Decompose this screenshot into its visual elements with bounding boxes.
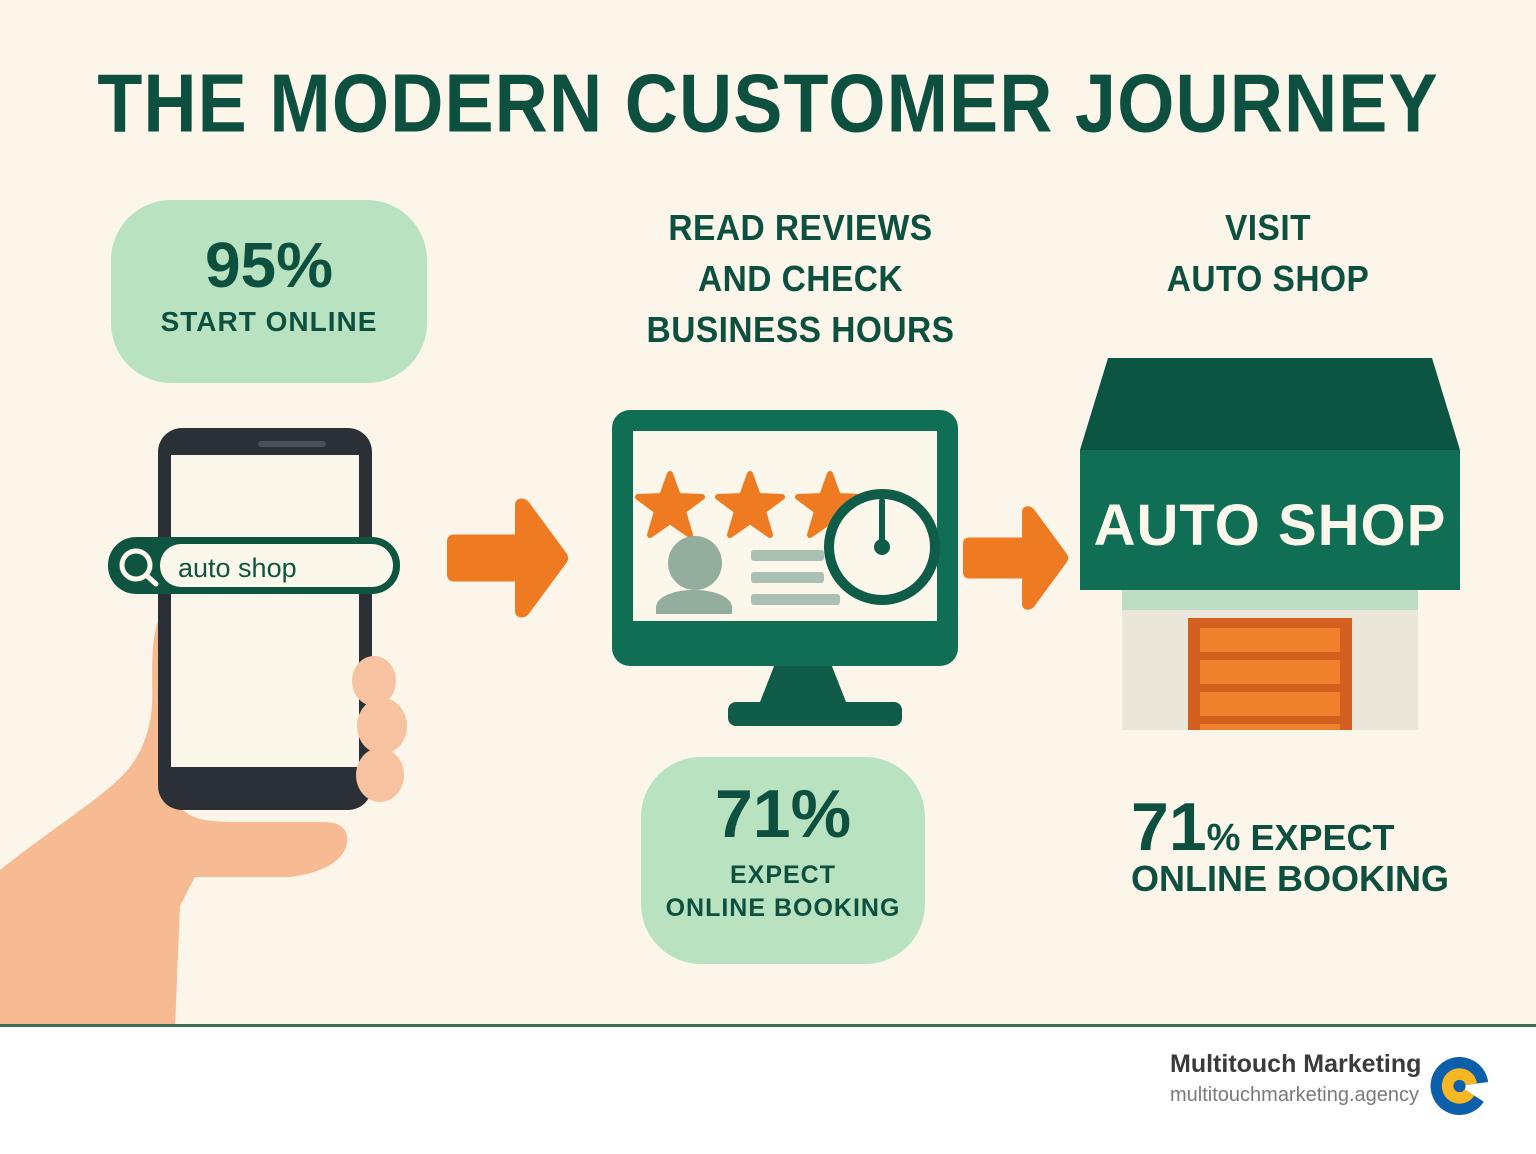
- svg-text:auto shop: auto shop: [178, 553, 297, 583]
- svg-text:AUTO SHOP: AUTO SHOP: [1094, 493, 1447, 558]
